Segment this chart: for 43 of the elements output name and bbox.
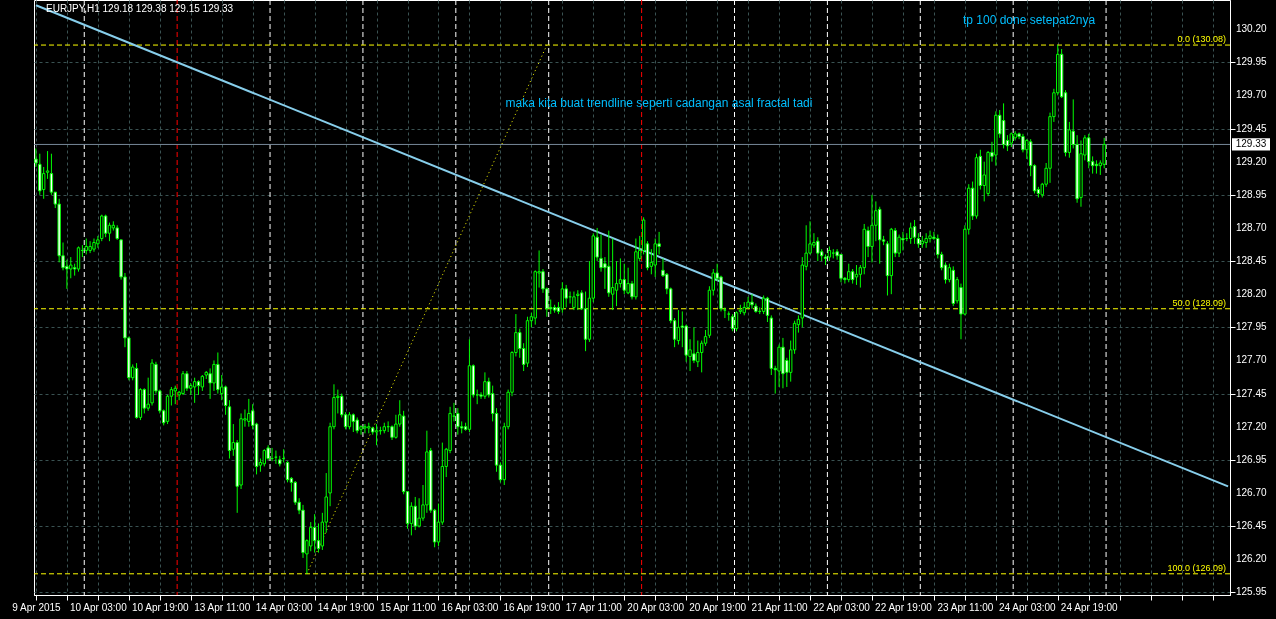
y-tick-label: 126.20 bbox=[1236, 553, 1268, 565]
x-tick-label: 17 Apr 11:00 bbox=[565, 601, 623, 613]
y-tick-label: 127.20 bbox=[1236, 420, 1268, 432]
x-tick-label: 24 Apr 19:00 bbox=[1060, 601, 1119, 613]
y-tick-label: 130.20 bbox=[1236, 23, 1268, 35]
x-tick-label: 10 Apr 19:00 bbox=[131, 601, 190, 613]
ref-line-label: 129.33 bbox=[1235, 138, 1267, 150]
x-tick-label: 16 Apr 03:00 bbox=[441, 601, 499, 613]
y-tick-label: 129.20 bbox=[1236, 155, 1268, 167]
y-tick-label: 126.45 bbox=[1236, 520, 1268, 532]
x-tick-label: 16 Apr 19:00 bbox=[503, 601, 561, 613]
y-tick-label: 126.70 bbox=[1236, 486, 1268, 498]
y-tick-label: 125.95 bbox=[1236, 586, 1268, 598]
x-tick-label: 21 Apr 11:00 bbox=[751, 601, 808, 613]
x-tick-label: 22 Apr 19:00 bbox=[875, 601, 933, 613]
y-tick-label: 127.95 bbox=[1236, 321, 1268, 333]
y-tick-label: 126.95 bbox=[1236, 453, 1268, 465]
chart-title: EURJPY,H1 129.18 129.38 129.15 129.33 bbox=[46, 3, 234, 14]
x-tick-label: 20 Apr 19:00 bbox=[689, 601, 747, 613]
y-tick-label: 128.20 bbox=[1236, 288, 1268, 300]
x-tick-label: 10 Apr 03:00 bbox=[70, 601, 128, 613]
y-tick-label: 129.45 bbox=[1236, 122, 1268, 134]
y-tick-label: 128.70 bbox=[1236, 221, 1268, 233]
annotation: maka kita buat trendline seperti cadangan asal fractal tadi bbox=[505, 96, 813, 110]
x-tick-label: 24 Apr 03:00 bbox=[998, 601, 1057, 613]
y-tick-label: 129.70 bbox=[1236, 89, 1268, 101]
x-tick-label: 14 Apr 03:00 bbox=[255, 601, 313, 613]
x-tick-label: 9 Apr 2015 bbox=[12, 601, 62, 613]
x-tick-label: 15 Apr 11:00 bbox=[380, 601, 437, 613]
x-tick-label: 14 Apr 19:00 bbox=[317, 601, 375, 613]
y-tick-label: 128.45 bbox=[1236, 255, 1268, 267]
y-tick-label: 128.95 bbox=[1236, 188, 1268, 200]
x-tick-label: 22 Apr 03:00 bbox=[813, 601, 871, 613]
x-tick-label: 20 Apr 03:00 bbox=[627, 601, 685, 613]
annotation: tp 100 done setepat2nya bbox=[962, 13, 1096, 27]
y-tick-label: 127.45 bbox=[1236, 387, 1268, 399]
x-tick-label: 13 Apr 11:00 bbox=[194, 601, 251, 613]
ref-line-label: 100.0 (126.09) bbox=[1167, 562, 1226, 573]
ref-line-label: 50.0 (128.09) bbox=[1172, 297, 1226, 308]
x-tick-label: 23 Apr 11:00 bbox=[937, 601, 994, 613]
ref-line-label: 0.0 (130.08) bbox=[1177, 34, 1226, 45]
y-tick-label: 129.95 bbox=[1236, 56, 1268, 68]
y-tick-label: 127.70 bbox=[1236, 354, 1268, 366]
